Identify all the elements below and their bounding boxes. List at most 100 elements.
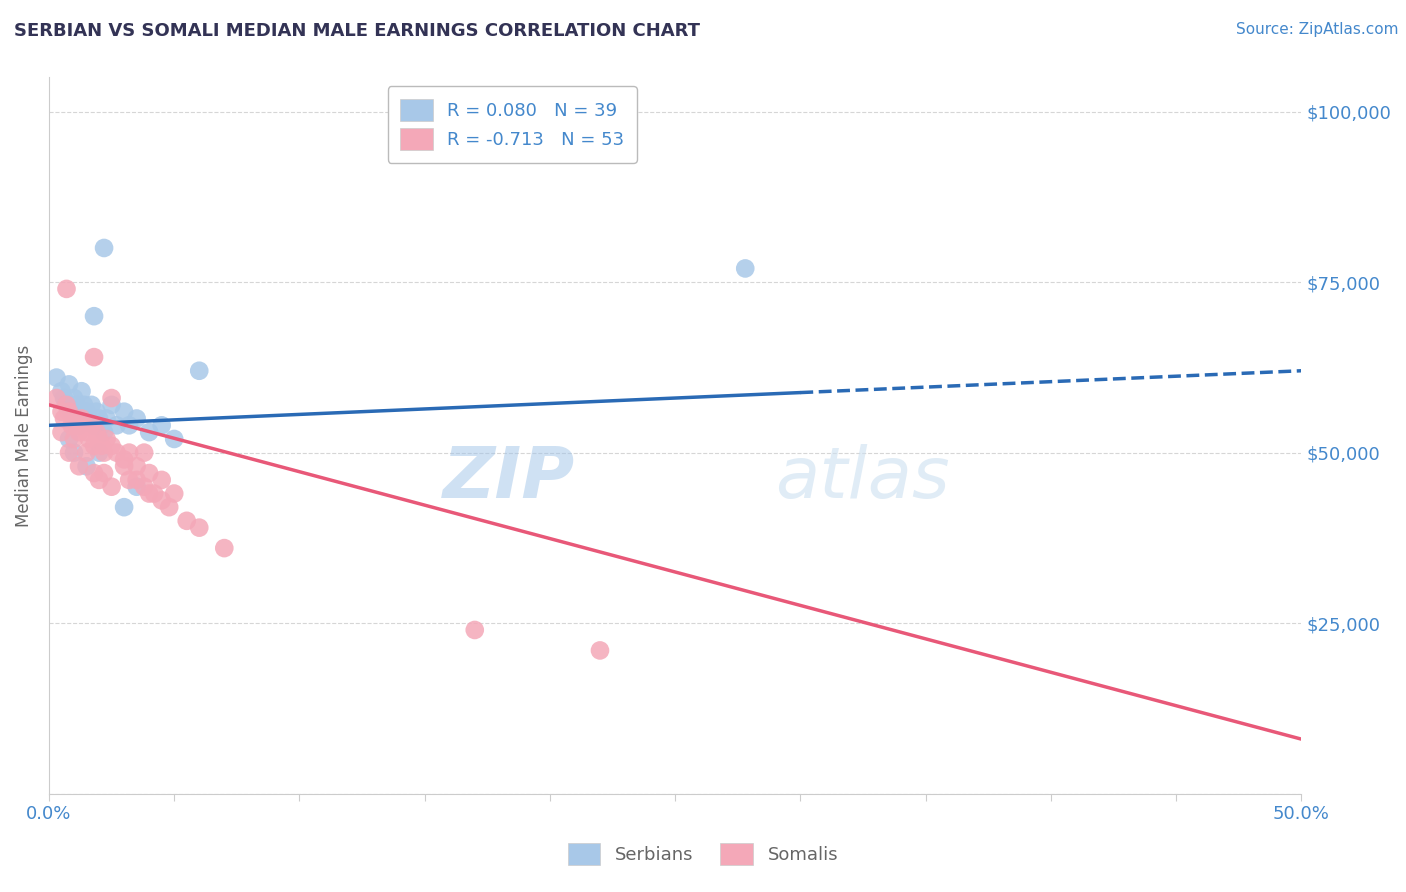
Point — [125, 411, 148, 425]
Point — [83, 466, 105, 480]
Point — [87, 445, 110, 459]
Point — [93, 466, 115, 480]
Point — [93, 445, 115, 459]
Point — [55, 398, 77, 412]
Point — [734, 261, 756, 276]
Point — [80, 398, 103, 412]
Point — [83, 439, 105, 453]
Point — [157, 500, 180, 515]
Point — [112, 500, 135, 515]
Point — [77, 411, 100, 425]
Point — [55, 282, 77, 296]
Point — [86, 425, 108, 439]
Point — [76, 445, 98, 459]
Point — [87, 473, 110, 487]
Point — [76, 459, 98, 474]
Point — [65, 398, 87, 412]
Point — [53, 411, 76, 425]
Point — [87, 432, 110, 446]
Point — [67, 459, 90, 474]
Point — [163, 432, 186, 446]
Point — [125, 473, 148, 487]
Point — [73, 398, 96, 412]
Text: atlas: atlas — [775, 444, 950, 513]
Point — [105, 445, 128, 459]
Point — [93, 425, 115, 439]
Point — [188, 364, 211, 378]
Point — [90, 418, 112, 433]
Point — [58, 377, 80, 392]
Point — [100, 398, 122, 412]
Text: SERBIAN VS SOMALI MEDIAN MALE EARNINGS CORRELATION CHART: SERBIAN VS SOMALI MEDIAN MALE EARNINGS C… — [14, 22, 700, 40]
Point — [112, 452, 135, 467]
Point — [63, 432, 86, 446]
Point — [73, 418, 96, 433]
Point — [118, 473, 141, 487]
Point — [100, 439, 122, 453]
Text: ZIP: ZIP — [443, 444, 575, 513]
Point — [214, 541, 236, 555]
Point — [96, 411, 118, 425]
Point — [105, 418, 128, 433]
Point — [188, 521, 211, 535]
Point — [100, 480, 122, 494]
Point — [83, 309, 105, 323]
Point — [76, 425, 98, 439]
Point — [60, 405, 83, 419]
Point — [176, 514, 198, 528]
Point — [112, 405, 135, 419]
Point — [76, 405, 98, 419]
Point — [90, 439, 112, 453]
Point — [138, 466, 160, 480]
Point — [67, 411, 90, 425]
Point — [80, 418, 103, 433]
Point — [63, 445, 86, 459]
Point — [67, 425, 90, 439]
Point — [77, 432, 100, 446]
Point — [83, 350, 105, 364]
Text: Source: ZipAtlas.com: Source: ZipAtlas.com — [1236, 22, 1399, 37]
Point — [83, 418, 105, 433]
Point — [60, 418, 83, 433]
Point — [55, 398, 77, 412]
Point — [138, 486, 160, 500]
Point — [51, 425, 73, 439]
Point — [134, 480, 156, 494]
Point — [118, 418, 141, 433]
Point — [96, 432, 118, 446]
Point — [150, 493, 173, 508]
Point — [70, 384, 93, 399]
Point — [125, 459, 148, 474]
Point — [51, 405, 73, 419]
Legend: Serbians, Somalis: Serbians, Somalis — [560, 834, 846, 874]
Point — [45, 370, 67, 384]
Point — [70, 411, 93, 425]
Point — [143, 486, 166, 500]
Point — [125, 480, 148, 494]
Point — [93, 241, 115, 255]
Point — [464, 623, 486, 637]
Point — [63, 411, 86, 425]
Point — [112, 459, 135, 474]
Legend: R = 0.080   N = 39, R = -0.713   N = 53: R = 0.080 N = 39, R = -0.713 N = 53 — [388, 87, 637, 163]
Point — [58, 432, 80, 446]
Point — [53, 391, 76, 405]
Point — [51, 384, 73, 399]
Point — [589, 643, 612, 657]
Point — [86, 405, 108, 419]
Point — [63, 391, 86, 405]
Point — [134, 445, 156, 459]
Point — [87, 411, 110, 425]
Point — [100, 391, 122, 405]
Point — [150, 473, 173, 487]
Point — [65, 418, 87, 433]
Point — [138, 425, 160, 439]
Point — [45, 391, 67, 405]
Y-axis label: Median Male Earnings: Median Male Earnings — [15, 344, 32, 526]
Point — [58, 445, 80, 459]
Point — [163, 486, 186, 500]
Point — [67, 418, 90, 433]
Point — [150, 418, 173, 433]
Point — [58, 405, 80, 419]
Point — [118, 445, 141, 459]
